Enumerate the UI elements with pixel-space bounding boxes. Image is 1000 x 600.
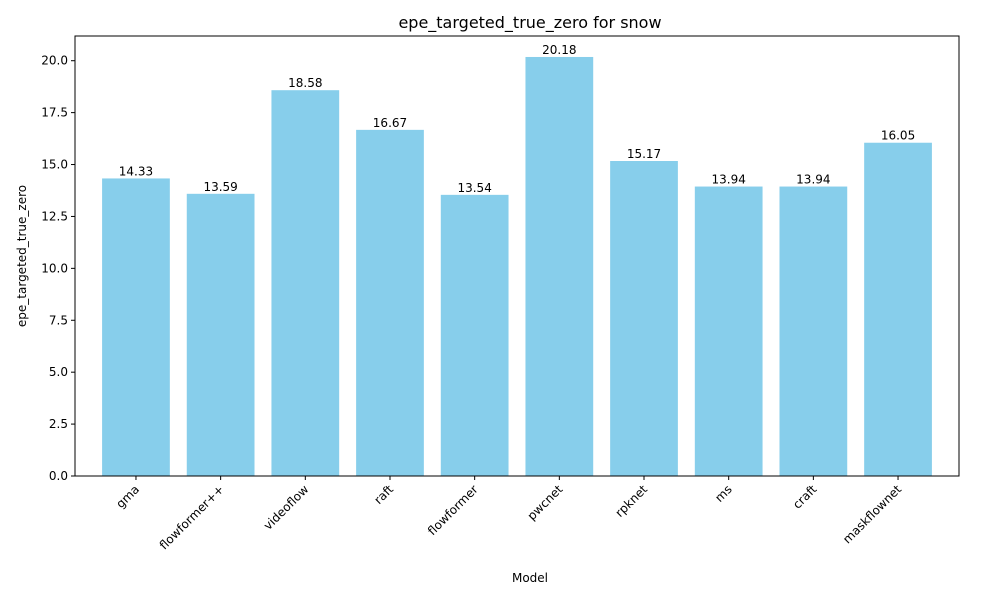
plot-frame — [74, 35, 960, 477]
bar-rpknet — [610, 161, 678, 476]
x-tick-label-pwcnet: pwcnet — [525, 482, 566, 523]
y-tick-label: 15.0 — [41, 158, 68, 172]
x-tick-label-raft: raft — [371, 482, 396, 507]
x-tick-label-flowformer: flowformer — [425, 482, 481, 538]
data-label-videoflow: 18.58 — [288, 76, 322, 90]
chart-title: epe_targeted_true_zero for snow — [398, 13, 661, 33]
x-axis-label: Model — [512, 571, 548, 585]
y-axis-ticks: 0.0 2.5 5.0 7.5 10.0 12.5 15.0 17.5 20.0 — [41, 54, 75, 483]
x-tick-label-rpknet: rpknet — [613, 482, 651, 520]
x-tick-label-craft: craft — [790, 482, 820, 512]
bars-group — [102, 56, 932, 476]
y-tick-label: 20.0 — [41, 54, 68, 68]
x-tick-label-maskflownet: maskflownet — [840, 482, 904, 546]
x-tick-label-gma: gma — [113, 482, 142, 511]
bar-flowformer — [440, 194, 509, 476]
y-tick-label: 2.5 — [49, 417, 68, 431]
bar-craft — [779, 186, 848, 476]
y-tick-label: 5.0 — [49, 365, 68, 379]
data-label-maskflownet: 16.05 — [881, 129, 915, 143]
data-label-rpknet: 15.17 — [627, 147, 661, 161]
y-tick-label: 10.0 — [41, 261, 68, 275]
bar-maskflownet — [864, 142, 932, 476]
bar-pwcnet — [525, 56, 594, 476]
x-axis-ticks: gma flowformer++ videoflow raft flowformer pw… — [113, 476, 904, 552]
x-tick-label-flowformer++: flowformer++ — [157, 482, 227, 552]
bar-videoflow — [271, 90, 340, 476]
y-tick-label: 7.5 — [49, 313, 68, 327]
data-label-raft: 16.67 — [373, 116, 407, 130]
y-tick-label: 0.0 — [49, 469, 68, 483]
bar-flowformer++ — [186, 193, 255, 476]
x-tick-label-ms: ms — [712, 482, 735, 505]
data-labels-group: 14.33 13.59 18.58 16.67 13.54 20.18 15.17 13.94… — [119, 43, 915, 195]
bar-ms — [694, 186, 763, 476]
bar-gma — [102, 178, 170, 476]
x-tick-label-videoflow: videoflow — [261, 482, 312, 533]
bar-raft — [356, 129, 424, 476]
y-tick-label: 17.5 — [41, 106, 68, 120]
data-label-flowformer++: 13.59 — [203, 180, 237, 194]
data-label-flowformer: 13.54 — [457, 181, 491, 195]
data-label-gma: 14.33 — [119, 164, 153, 178]
data-label-craft: 13.94 — [796, 173, 830, 187]
y-axis-label: epe_targeted_true_zero — [15, 185, 29, 327]
data-label-ms: 13.94 — [712, 173, 746, 187]
data-label-pwcnet: 20.18 — [542, 43, 576, 57]
y-tick-label: 12.5 — [41, 209, 68, 223]
